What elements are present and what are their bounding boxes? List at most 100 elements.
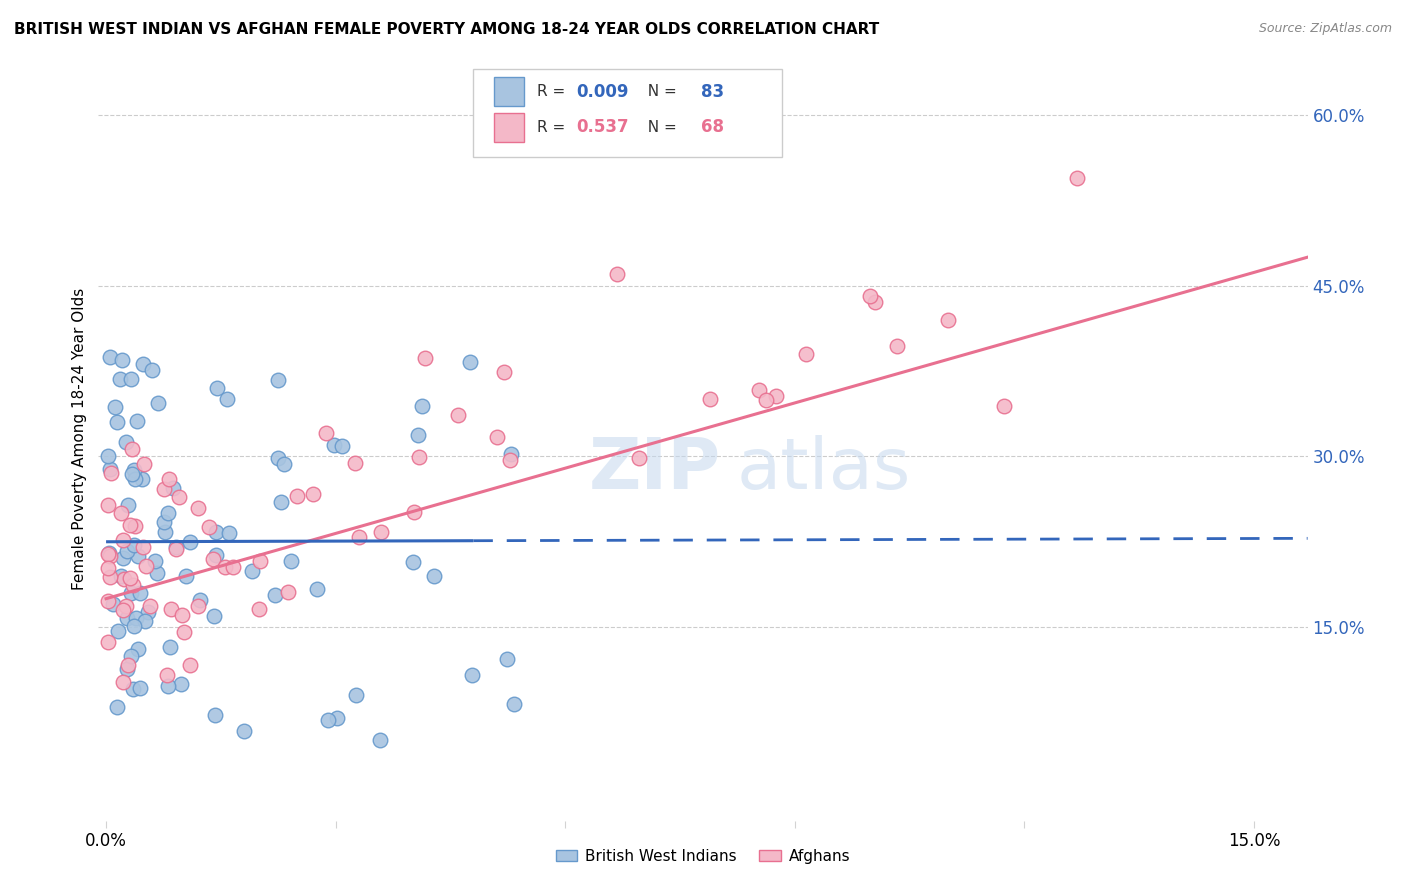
Point — [127, 642, 149, 657]
Point — [136, 605, 159, 619]
Point — [402, 556, 425, 570]
FancyBboxPatch shape — [474, 70, 782, 157]
Point — [215, 392, 238, 407]
Point — [173, 624, 195, 639]
Point — [146, 566, 169, 580]
Point — [122, 578, 145, 592]
Point — [176, 568, 198, 582]
Point — [125, 414, 148, 428]
Point — [160, 602, 183, 616]
Point — [699, 392, 721, 407]
Point — [148, 396, 170, 410]
Point — [240, 564, 263, 578]
Point — [222, 560, 245, 574]
Point — [131, 358, 153, 372]
Point — [110, 506, 132, 520]
Point — [205, 524, 228, 539]
Point — [201, 552, 224, 566]
Point — [167, 490, 190, 504]
Point — [122, 463, 145, 477]
Point — [204, 707, 226, 722]
Point — [280, 554, 302, 568]
Point — [247, 601, 270, 615]
Point — [120, 648, 142, 663]
Point — [273, 457, 295, 471]
Point — [112, 572, 135, 586]
Point — [755, 392, 778, 407]
Point — [627, 451, 650, 466]
Point — [129, 681, 152, 695]
Point — [165, 542, 187, 557]
Text: 83: 83 — [700, 83, 724, 101]
Point — [97, 498, 120, 512]
Point — [499, 447, 522, 461]
Point — [318, 713, 340, 727]
Point — [411, 399, 433, 413]
Point — [135, 558, 157, 573]
Point — [124, 538, 146, 552]
Point — [104, 400, 127, 414]
Point — [122, 619, 145, 633]
Point — [156, 667, 179, 681]
Point — [101, 597, 124, 611]
Point — [118, 518, 141, 533]
Point — [134, 614, 156, 628]
Point — [315, 426, 337, 441]
Point — [131, 472, 153, 486]
Point — [402, 505, 425, 519]
Point — [406, 427, 429, 442]
Point — [141, 363, 163, 377]
Point — [110, 372, 132, 386]
Point — [343, 457, 366, 471]
Point — [204, 608, 226, 623]
Point — [301, 487, 323, 501]
Point — [606, 267, 628, 281]
Point — [765, 389, 787, 403]
Point — [120, 571, 142, 585]
Point — [117, 657, 139, 672]
Point — [186, 500, 208, 515]
Point — [117, 498, 139, 512]
Point — [121, 442, 143, 457]
Point — [157, 472, 180, 486]
Point — [205, 381, 228, 395]
Text: atlas: atlas — [737, 435, 911, 504]
Point — [115, 662, 138, 676]
Point — [143, 553, 166, 567]
Point — [97, 634, 120, 648]
Point — [503, 697, 526, 711]
Bar — [494, 77, 524, 106]
Point — [97, 594, 120, 608]
Point — [277, 585, 299, 599]
Point — [322, 438, 344, 452]
Point — [97, 548, 120, 562]
Point — [413, 351, 436, 365]
Point — [170, 677, 193, 691]
Point — [97, 450, 120, 464]
Point — [120, 585, 142, 599]
Point — [117, 611, 139, 625]
Point — [197, 520, 219, 534]
Point — [159, 640, 181, 655]
Point — [98, 549, 121, 564]
Point — [153, 516, 176, 530]
Point — [936, 312, 959, 326]
Point — [179, 534, 201, 549]
Point — [98, 462, 121, 476]
Point — [218, 525, 240, 540]
Text: N =: N = — [638, 120, 682, 135]
Point — [127, 549, 149, 564]
Point — [794, 346, 817, 360]
Point — [110, 569, 132, 583]
Text: R =: R = — [537, 84, 571, 99]
Point — [97, 560, 120, 574]
Point — [370, 733, 392, 747]
Point — [326, 711, 349, 725]
Point — [249, 554, 271, 568]
Bar — [494, 113, 524, 142]
Point — [370, 525, 392, 540]
Point — [499, 452, 522, 467]
Point — [1066, 170, 1088, 185]
Point — [486, 429, 509, 443]
Point — [107, 624, 129, 638]
